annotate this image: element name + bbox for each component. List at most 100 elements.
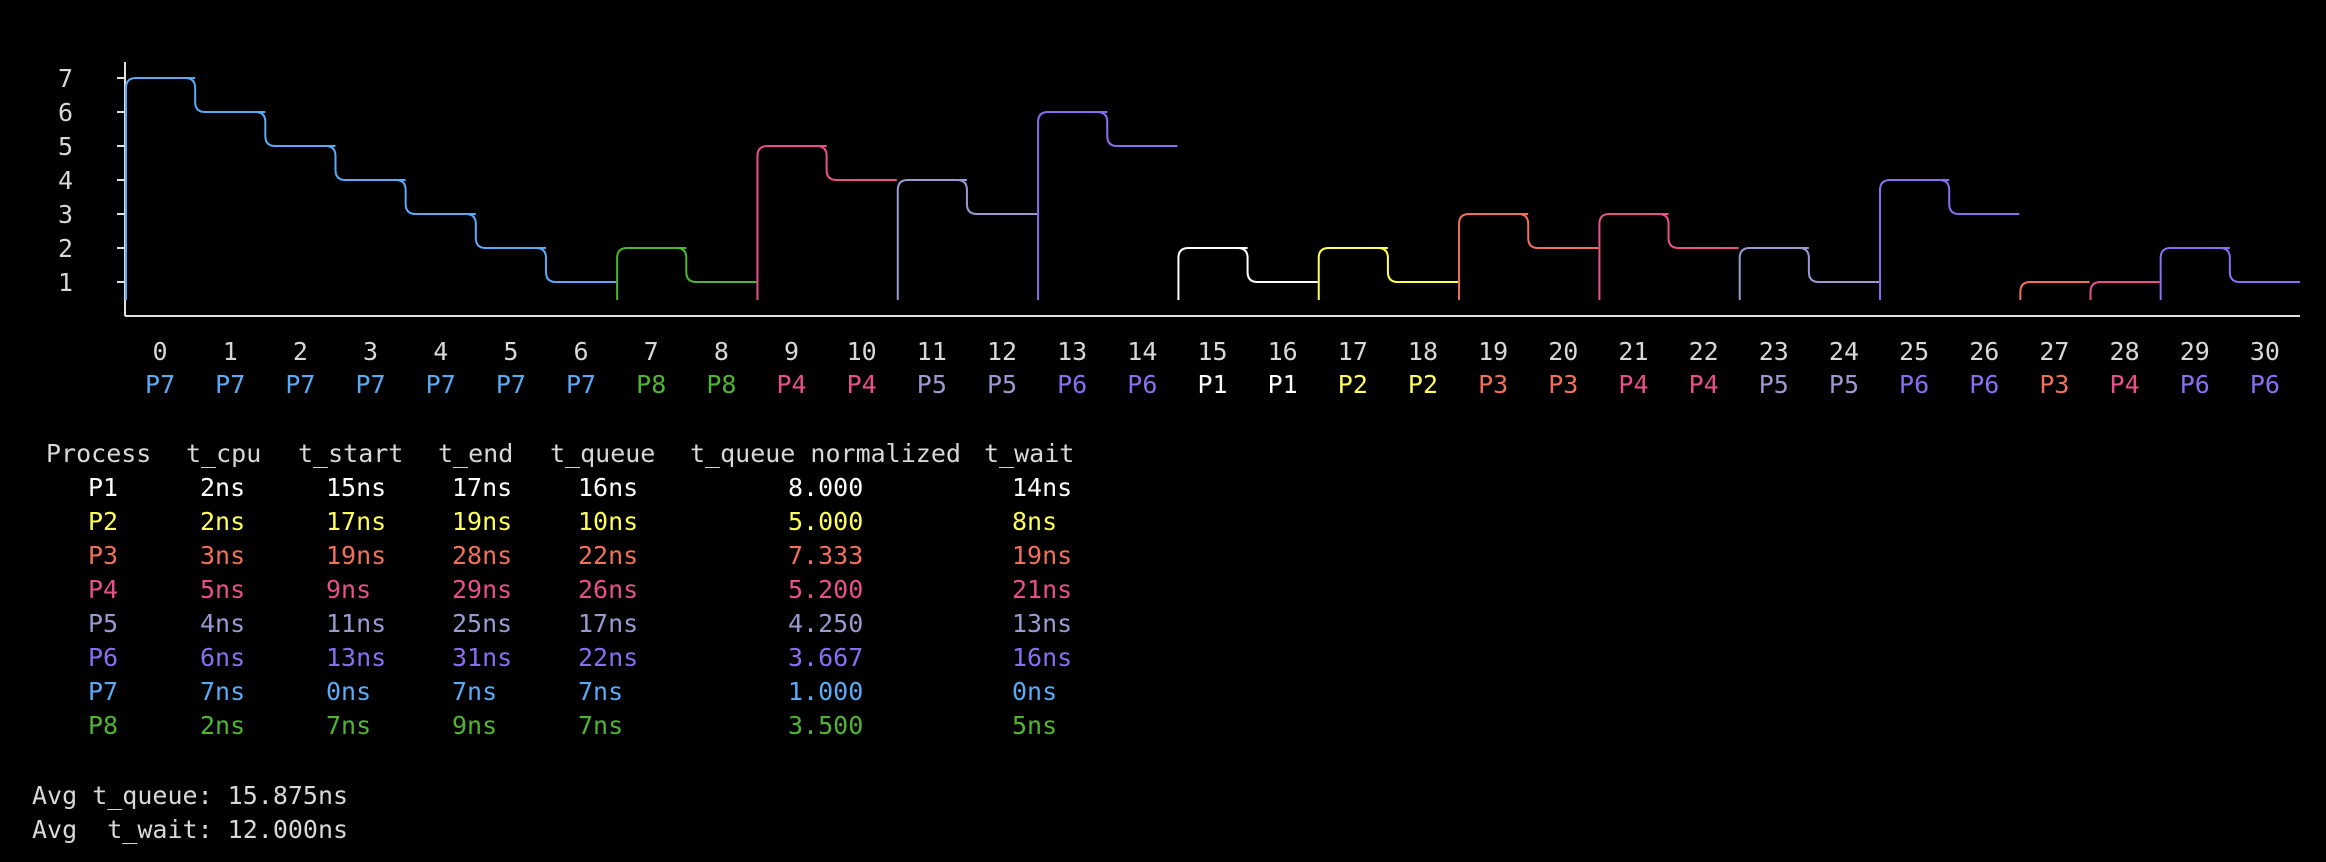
cell-t-end: 17ns: [452, 473, 513, 502]
cell-t-queue: 26ns: [578, 575, 639, 604]
cell-t-queue: 7ns: [578, 677, 624, 706]
slot-process-label: P7: [215, 370, 245, 399]
x-tick-label: 13: [1057, 337, 1087, 366]
cell-t-cpu: 4ns: [200, 609, 246, 638]
cpu-schedule-chart: 12345670P71P72P73P74P75P76P77P88P89P410P…: [58, 62, 2300, 399]
y-tick-label: 5: [58, 132, 73, 161]
step-segment-p8: [676, 247, 757, 283]
y-tick-label: 6: [58, 98, 73, 127]
avg-t-queue: Avg t_queue: 15.875ns: [32, 781, 349, 810]
y-tick-label: 1: [58, 268, 73, 297]
slot-process-label: P6: [2180, 370, 2210, 399]
x-tick-label: 9: [784, 337, 799, 366]
slot-process-label: P5: [1759, 370, 1789, 399]
header-t-start: t_start: [298, 439, 404, 468]
cell-t-start: 7ns: [326, 711, 372, 740]
slot-process-label: P7: [426, 370, 456, 399]
cell-t-cpu: 3ns: [200, 541, 246, 570]
x-tick-label: 2: [293, 337, 308, 366]
slot-process-label: P4: [1689, 370, 1719, 399]
slot-process-label: P6: [1899, 370, 1929, 399]
slot-process-label: P1: [1197, 370, 1227, 399]
x-tick-label: 6: [574, 337, 589, 366]
x-tick-label: 14: [1127, 337, 1157, 366]
cell-t-queue: 17ns: [578, 609, 639, 638]
step-segment-p4: [756, 145, 827, 300]
cell-t-queue-normalized: 7.333: [788, 541, 864, 570]
cell-t-queue-normalized: 4.250: [788, 609, 864, 638]
cell-t-wait: 0ns: [1012, 677, 1058, 706]
x-tick-label: 12: [987, 337, 1017, 366]
cell-t-queue: 10ns: [578, 507, 639, 536]
step-segment-p7: [535, 247, 617, 283]
slot-process-label: P5: [987, 370, 1017, 399]
cell-process: P8: [88, 711, 119, 740]
cell-t-cpu: 2ns: [200, 473, 246, 502]
step-segment-p7: [185, 77, 266, 113]
slot-process-label: P4: [847, 370, 877, 399]
cell-process: P3: [88, 541, 119, 570]
slot-process-label: P6: [1969, 370, 1999, 399]
slot-process-label: P3: [1478, 370, 1508, 399]
avg-t-wait: Avg t_wait: 12.000ns: [32, 815, 349, 844]
slot-process-label: P7: [356, 370, 386, 399]
step-segment-p6: [2159, 247, 2230, 300]
x-tick-label: 16: [1268, 337, 1298, 366]
step-segment-p6: [1037, 111, 1108, 300]
cell-process: P4: [88, 575, 119, 604]
x-tick-label: 11: [917, 337, 947, 366]
x-tick-label: 28: [2110, 337, 2140, 366]
cell-t-queue-normalized: 1.000: [788, 677, 864, 706]
cell-t-cpu: 2ns: [200, 711, 246, 740]
step-segment-p2: [1317, 247, 1388, 300]
cell-t-end: 28ns: [452, 541, 513, 570]
cell-process: P7: [88, 677, 119, 706]
slot-process-label: P2: [1408, 370, 1438, 399]
step-segment-p4: [816, 145, 897, 181]
step-segment-p5: [1738, 247, 1809, 300]
step-segment-p3: [1458, 213, 1529, 300]
slot-process-label: P4: [776, 370, 806, 399]
slot-process-label: P5: [917, 370, 947, 399]
cell-process: P5: [88, 609, 119, 638]
header-t-queue: t_queue: [550, 439, 656, 468]
cell-t-wait: 13ns: [1012, 609, 1073, 638]
step-segment-p4: [1598, 213, 1669, 300]
header-t-wait: t_wait: [984, 439, 1075, 468]
cell-t-wait: 8ns: [1012, 507, 1058, 536]
slot-process-label: P3: [2039, 370, 2069, 399]
cell-t-wait: 21ns: [1012, 575, 1073, 604]
x-tick-label: 26: [1969, 337, 1999, 366]
cell-t-queue-normalized: 3.667: [788, 643, 864, 672]
x-tick-label: 27: [2039, 337, 2069, 366]
step-segment-p7: [125, 77, 196, 300]
y-tick-label: 7: [58, 64, 73, 93]
cell-t-start: 11ns: [326, 609, 387, 638]
cell-t-end: 7ns: [452, 677, 498, 706]
slot-process-label: P5: [1829, 370, 1859, 399]
x-tick-label: 24: [1829, 337, 1859, 366]
cell-t-cpu: 6ns: [200, 643, 246, 672]
x-tick-label: 19: [1478, 337, 1508, 366]
cell-t-wait: 19ns: [1012, 541, 1073, 570]
x-tick-label: 0: [153, 337, 168, 366]
x-tick-label: 25: [1899, 337, 1929, 366]
cell-t-queue: 7ns: [578, 711, 624, 740]
x-tick-label: 1: [223, 337, 238, 366]
slot-process-label: P7: [566, 370, 596, 399]
step-segment-p1: [1177, 247, 1248, 300]
x-tick-label: 5: [503, 337, 518, 366]
step-segment-p5: [1798, 247, 1880, 283]
x-tick-label: 18: [1408, 337, 1438, 366]
cell-t-end: 19ns: [452, 507, 513, 536]
step-segment-p6: [1879, 179, 1950, 300]
cell-t-start: 19ns: [326, 541, 387, 570]
x-tick-label: 20: [1548, 337, 1578, 366]
slot-process-label: P7: [285, 370, 315, 399]
cell-t-queue: 16ns: [578, 473, 639, 502]
cell-t-start: 17ns: [326, 507, 387, 536]
slot-process-label: P6: [1127, 370, 1157, 399]
y-tick-label: 4: [58, 166, 73, 195]
header-t-end: t_end: [438, 439, 514, 468]
step-segment-p7: [255, 111, 336, 147]
